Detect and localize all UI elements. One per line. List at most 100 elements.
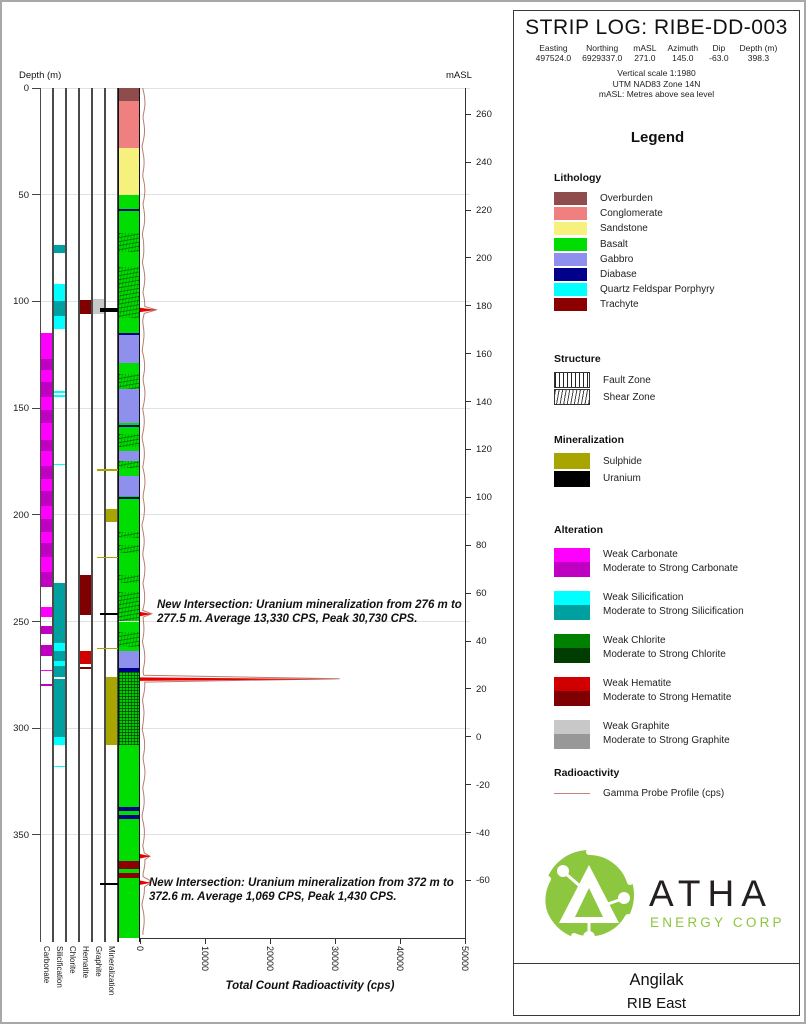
lith-interval-ba — [119, 495, 139, 532]
log-graphic-element — [557, 865, 569, 877]
gamma-tick-label: 10000 — [200, 946, 210, 972]
gamma-tick-label: 0 — [135, 946, 145, 952]
log-graphic-element: Weak Chlorite Moderate to Strong Chlorite — [603, 634, 726, 663]
depth-tick — [32, 514, 40, 516]
mineralization-label: Sulphide — [603, 455, 642, 467]
legend-item-lithology: Diabase — [554, 267, 791, 282]
lith-interval-ba — [119, 811, 139, 815]
field-value: -63.0 — [709, 53, 729, 63]
alteration-swatch — [554, 547, 590, 577]
legend-section-mineralization: Mineralization Sulphide Uranium — [554, 434, 791, 488]
log-graphic-element — [554, 648, 590, 663]
field-label: Easting — [539, 43, 568, 53]
masl-tick — [465, 544, 471, 546]
lith-interval-ba — [119, 467, 139, 477]
field-label: Northing — [586, 43, 619, 53]
collar-field-northing: Northing 6929337.0 — [582, 43, 622, 63]
gamma-tick-label: 40000 — [395, 946, 405, 972]
masl-axis-title: mASL — [446, 70, 472, 81]
legend: Legend Lithology Overburden Conglomerate Sa… — [554, 129, 791, 802]
depth-tick-label: 50 — [18, 189, 29, 201]
gamma-spike — [140, 677, 340, 681]
lithology-swatch — [554, 252, 587, 266]
column-label-mineralization: Mineralization — [107, 946, 116, 996]
depth-tick-label: 250 — [13, 616, 29, 628]
depth-tick-label: 350 — [13, 829, 29, 841]
legend-item-structure: Fault Zone — [554, 372, 791, 389]
interval-carbonate — [41, 669, 52, 672]
lithology-swatch — [554, 192, 587, 206]
interval-carbonate — [41, 644, 52, 656]
column-label-silicification: Silicification — [55, 946, 64, 988]
track-chlorite — [66, 88, 79, 942]
lithology-swatch — [554, 207, 587, 221]
gamma-tick-label: 50000 — [460, 946, 470, 972]
interval-mineralization — [106, 509, 117, 523]
intersection-annotation: New Intersection: Uranium mineralization… — [149, 877, 454, 903]
legend-title: Legend — [630, 129, 685, 146]
column-label-carbonate: Carbonate — [42, 946, 51, 984]
gamma-tick — [205, 938, 206, 944]
interval-carbonate — [41, 423, 52, 441]
masl-tick — [465, 305, 471, 307]
masl-tick — [465, 209, 471, 211]
masl-tick-label: 220 — [476, 205, 492, 217]
scale-notes: Vertical scale 1:1980 UTM NAD83 Zone 14N m… — [514, 68, 799, 100]
lith-interval-ba — [119, 318, 139, 334]
field-label: Azimuth — [667, 43, 699, 53]
mineralization-label: Uranium — [603, 473, 641, 485]
masl-tick-label: -40 — [476, 827, 490, 839]
alteration-strong-label: Moderate to Strong Chlorite — [603, 649, 726, 660]
log-graphic-element: ATHA ENERGY CORP. — [539, 849, 787, 943]
interval-carbonate — [41, 625, 52, 635]
alteration-swatch — [554, 676, 590, 706]
lithology-label: Gabbro — [600, 253, 634, 265]
lith-interval-db — [119, 209, 139, 211]
masl-tick-label: 260 — [476, 109, 492, 121]
gamma-tick — [270, 938, 271, 944]
gamma-spike — [140, 854, 151, 859]
lith-interval-db — [119, 333, 139, 336]
depth-axis-title: Depth (m) — [19, 70, 62, 81]
gamma-tick — [140, 938, 141, 944]
depth-tick — [32, 834, 40, 836]
lith-interval-db — [119, 814, 139, 819]
lith-interval-ba — [119, 583, 139, 592]
gamma-axis-title: Total Count Radioactivity (cps) — [225, 980, 395, 992]
track-mineralization — [105, 88, 118, 942]
log-graphic-element — [554, 547, 590, 562]
lith-interval-cg — [119, 100, 139, 148]
field-value: 145.0 — [672, 53, 694, 63]
lith-interval-ba — [119, 818, 139, 861]
interval-carbonate — [41, 519, 52, 532]
lith-interval-bs — [119, 373, 139, 389]
column-label-graphite: Graphite — [94, 946, 103, 977]
lithology-swatch — [554, 268, 587, 282]
track-carbonate — [40, 88, 53, 942]
log-graphic-element — [554, 590, 590, 605]
lith-interval-gb — [119, 651, 139, 669]
interval-silicification — [54, 583, 65, 643]
lith-interval-db — [119, 807, 139, 812]
lithology-label: Sandstone — [600, 223, 648, 235]
lith-interval-bs — [119, 461, 139, 468]
interval-carbonate — [41, 557, 52, 573]
lithology-column-border — [118, 88, 140, 942]
lithology-label: Quartz Feldspar Porphyry — [600, 284, 715, 296]
interval-silicification — [54, 678, 65, 737]
lithology-label: Basalt — [600, 238, 628, 250]
intersection-annotation: New Intersection: Uranium mineralization… — [157, 599, 462, 625]
lith-interval-bs — [119, 433, 139, 447]
lith-interval-ba — [119, 621, 139, 633]
masl-tick-label: -60 — [476, 875, 490, 887]
lith-interval-tr — [119, 860, 139, 870]
alteration-strong-label: Moderate to Strong Graphite — [603, 735, 730, 746]
interval-silicification — [54, 391, 65, 393]
masl-tick — [465, 257, 471, 259]
legend-item-mineralization: Uranium — [554, 470, 791, 488]
interval-carbonate — [41, 531, 52, 543]
legend-item-lithology: Conglomerate — [554, 206, 791, 221]
masl-tick — [465, 496, 471, 498]
lith-interval-bs — [119, 531, 139, 539]
lith-interval-ba — [119, 869, 139, 874]
